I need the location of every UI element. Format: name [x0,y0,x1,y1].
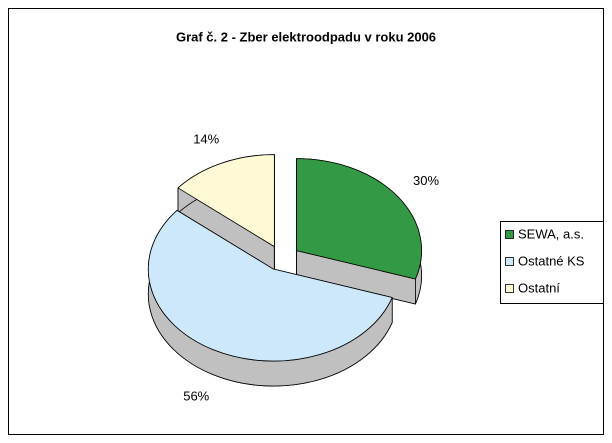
legend-label: Ostatné KS [518,253,585,268]
slice-top [296,158,422,280]
legend-swatch [505,257,514,266]
data-label: 30% [413,173,439,188]
data-label: 56% [183,389,209,404]
legend-box [500,221,604,304]
legend-label: SEWA, a.s. [518,226,584,241]
slice [296,158,422,305]
data-label: 14% [193,131,219,146]
legend-swatch [505,230,514,239]
slice-top [177,154,275,247]
slice-top [147,209,393,362]
chart-title: Graf č. 2 - Zber elektroodpadu v roku 20… [176,29,436,44]
legend-label: Ostatní [518,280,560,295]
slice [147,209,393,387]
legend-swatch [505,284,514,293]
